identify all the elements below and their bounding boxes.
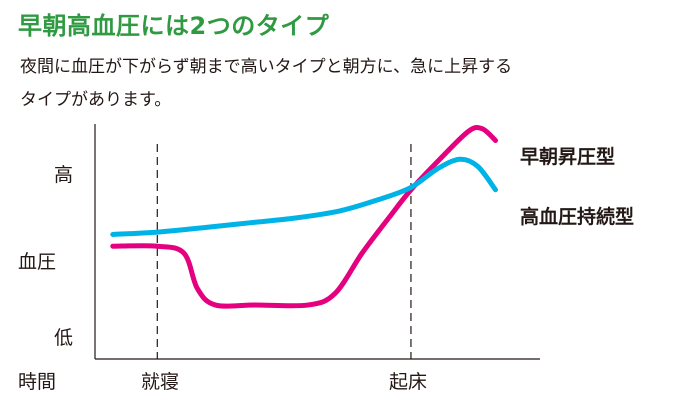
morning-surge-series-line xyxy=(110,125,498,309)
series-label-morning-surge: 早朝昇圧型 xyxy=(520,145,615,168)
page-title: 早朝高血圧には2つのタイプ xyxy=(18,12,330,40)
event-lines xyxy=(156,144,412,359)
y-tick-label-high: 高 xyxy=(54,164,73,186)
description-text: 夜間に血圧が下がらず朝まで高いタイプと朝方に、急に上昇する タイプがあります。 xyxy=(20,51,640,117)
description-line-1: 夜間に血圧が下がらず朝まで高いタイプと朝方に、急に上昇する xyxy=(20,57,513,77)
event-label-wake: 起床 xyxy=(389,371,427,393)
event-label-bedtime: 就寝 xyxy=(141,371,179,393)
x-axis-label: 時間 xyxy=(18,371,56,393)
series-lines xyxy=(110,125,498,309)
description-line-2: タイプがあります。 xyxy=(20,90,172,110)
y-axis-label: 血圧 xyxy=(18,251,56,273)
series-label-sustained-hypertension: 高血圧持続型 xyxy=(520,205,634,228)
y-tick-label-low: 低 xyxy=(54,327,73,349)
sustained-hypertension-series-line xyxy=(110,156,498,237)
